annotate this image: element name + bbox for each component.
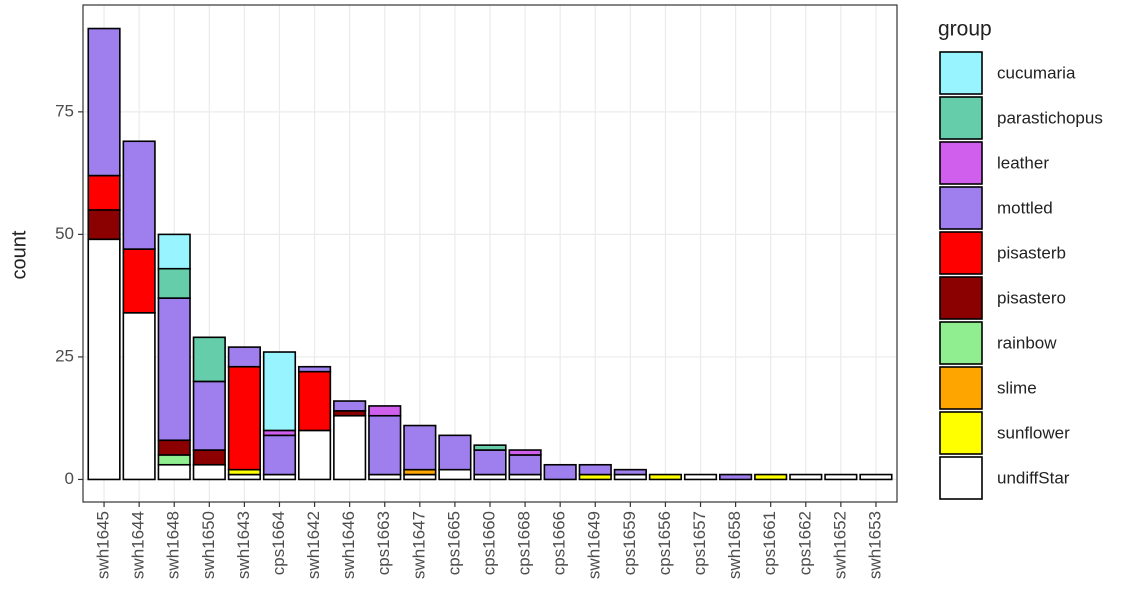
bar-segment [333, 414, 367, 481]
legend-label: mottled [997, 198, 1053, 217]
legend-label: undiffStar [997, 468, 1070, 487]
x-tick-label: swh1652 [830, 511, 849, 579]
legend-label: pisastero [997, 288, 1066, 307]
legend-key [939, 51, 983, 95]
bar-segment [403, 424, 437, 471]
bar-segment [262, 434, 297, 476]
y-tick-label: 0 [65, 469, 74, 488]
bar-segment [297, 365, 332, 373]
legend-key [939, 366, 983, 410]
x-tick-label: swh1653 [865, 511, 884, 579]
bar-segment [227, 365, 261, 471]
legend-label: parastichopus [997, 108, 1103, 127]
x-tick-label: swh1658 [725, 511, 744, 579]
x-tick-label: swh1646 [339, 511, 358, 579]
bar-segment [508, 454, 542, 476]
x-tick-label: cps1666 [550, 511, 569, 575]
legend-label: sunflower [997, 423, 1070, 442]
bar-segment [438, 434, 472, 471]
bar-segment [859, 473, 893, 481]
x-tick-label: swh1650 [199, 511, 218, 579]
bar-segment [473, 449, 507, 476]
x-tick-label: cps1659 [620, 511, 639, 575]
bar-segment [192, 380, 226, 451]
bar-segment [543, 463, 577, 481]
legend-key [939, 186, 983, 230]
bar-segment [122, 312, 156, 481]
x-tick-label: swh1645 [94, 511, 113, 579]
x-tick-label: swh1649 [585, 511, 604, 579]
legend-key [939, 321, 983, 365]
legend-label: pisasterb [997, 243, 1066, 262]
legend-key [939, 456, 983, 500]
bar-segment [192, 463, 226, 481]
bar-segment [192, 449, 226, 466]
bar-segment [508, 449, 542, 456]
bar-segment [333, 400, 367, 412]
bar-segment [473, 444, 507, 451]
bar-segment [157, 439, 191, 456]
bar-segment [227, 346, 261, 368]
bar-segment [87, 209, 121, 241]
x-tick-label: cps1661 [760, 511, 779, 575]
legend-label: cucumaria [997, 63, 1076, 82]
x-tick-label: cps1662 [795, 511, 814, 575]
bar-segment [368, 414, 402, 476]
x-tick-label: swh1642 [304, 511, 323, 579]
bar-segment [368, 405, 402, 417]
legend-key [939, 411, 983, 455]
x-tick-label: cps1660 [479, 511, 498, 575]
legend-label: leather [997, 153, 1049, 172]
bar-segment [613, 468, 647, 476]
bar-segment [157, 463, 191, 481]
bar-segment [719, 473, 753, 481]
legend-label: rainbow [997, 333, 1057, 352]
legend-label: slime [997, 378, 1037, 397]
bar-segment [157, 297, 191, 442]
bar-segment [754, 473, 788, 481]
bar-segment [297, 370, 332, 432]
bar-segment [157, 267, 191, 299]
y-tick-label: 50 [55, 224, 74, 243]
bar-segment [122, 248, 156, 314]
legend-key [939, 96, 983, 140]
bar-segment [262, 351, 297, 432]
bar-segment [87, 174, 121, 211]
y-axis-label: count [8, 230, 30, 279]
bar-segment [683, 473, 718, 481]
panel-border [82, 4, 898, 503]
x-tick-label: swh1644 [129, 511, 148, 579]
bar-segment [578, 463, 612, 476]
x-tick-label: swh1643 [234, 511, 253, 579]
legend-key [939, 141, 983, 185]
bar-segment [789, 473, 823, 481]
y-tick-label: 75 [55, 101, 74, 120]
legend-title: group [938, 18, 992, 41]
x-tick-label: swh1647 [409, 511, 428, 579]
x-tick-label: cps1665 [444, 511, 463, 575]
x-tick-label: swh1648 [164, 511, 183, 579]
y-tick-label: 25 [55, 346, 74, 365]
bar-segment [157, 454, 191, 466]
bar-segment [192, 336, 226, 383]
x-tick-label: cps1663 [374, 511, 393, 575]
bar-segment [157, 233, 191, 270]
bar-segment [297, 429, 332, 481]
x-tick-label: cps1668 [515, 511, 534, 575]
bar-segment [824, 473, 858, 481]
x-tick-label: cps1657 [690, 511, 709, 575]
x-tick-label: cps1656 [655, 511, 674, 575]
legend-key [939, 276, 983, 320]
x-tick-label: cps1664 [269, 511, 288, 575]
bar-segment [438, 468, 472, 481]
bar-segment [648, 473, 683, 481]
bar-segment [87, 238, 121, 481]
bar-segment [122, 140, 156, 250]
legend-key [939, 231, 983, 275]
bar-segment [87, 27, 121, 177]
